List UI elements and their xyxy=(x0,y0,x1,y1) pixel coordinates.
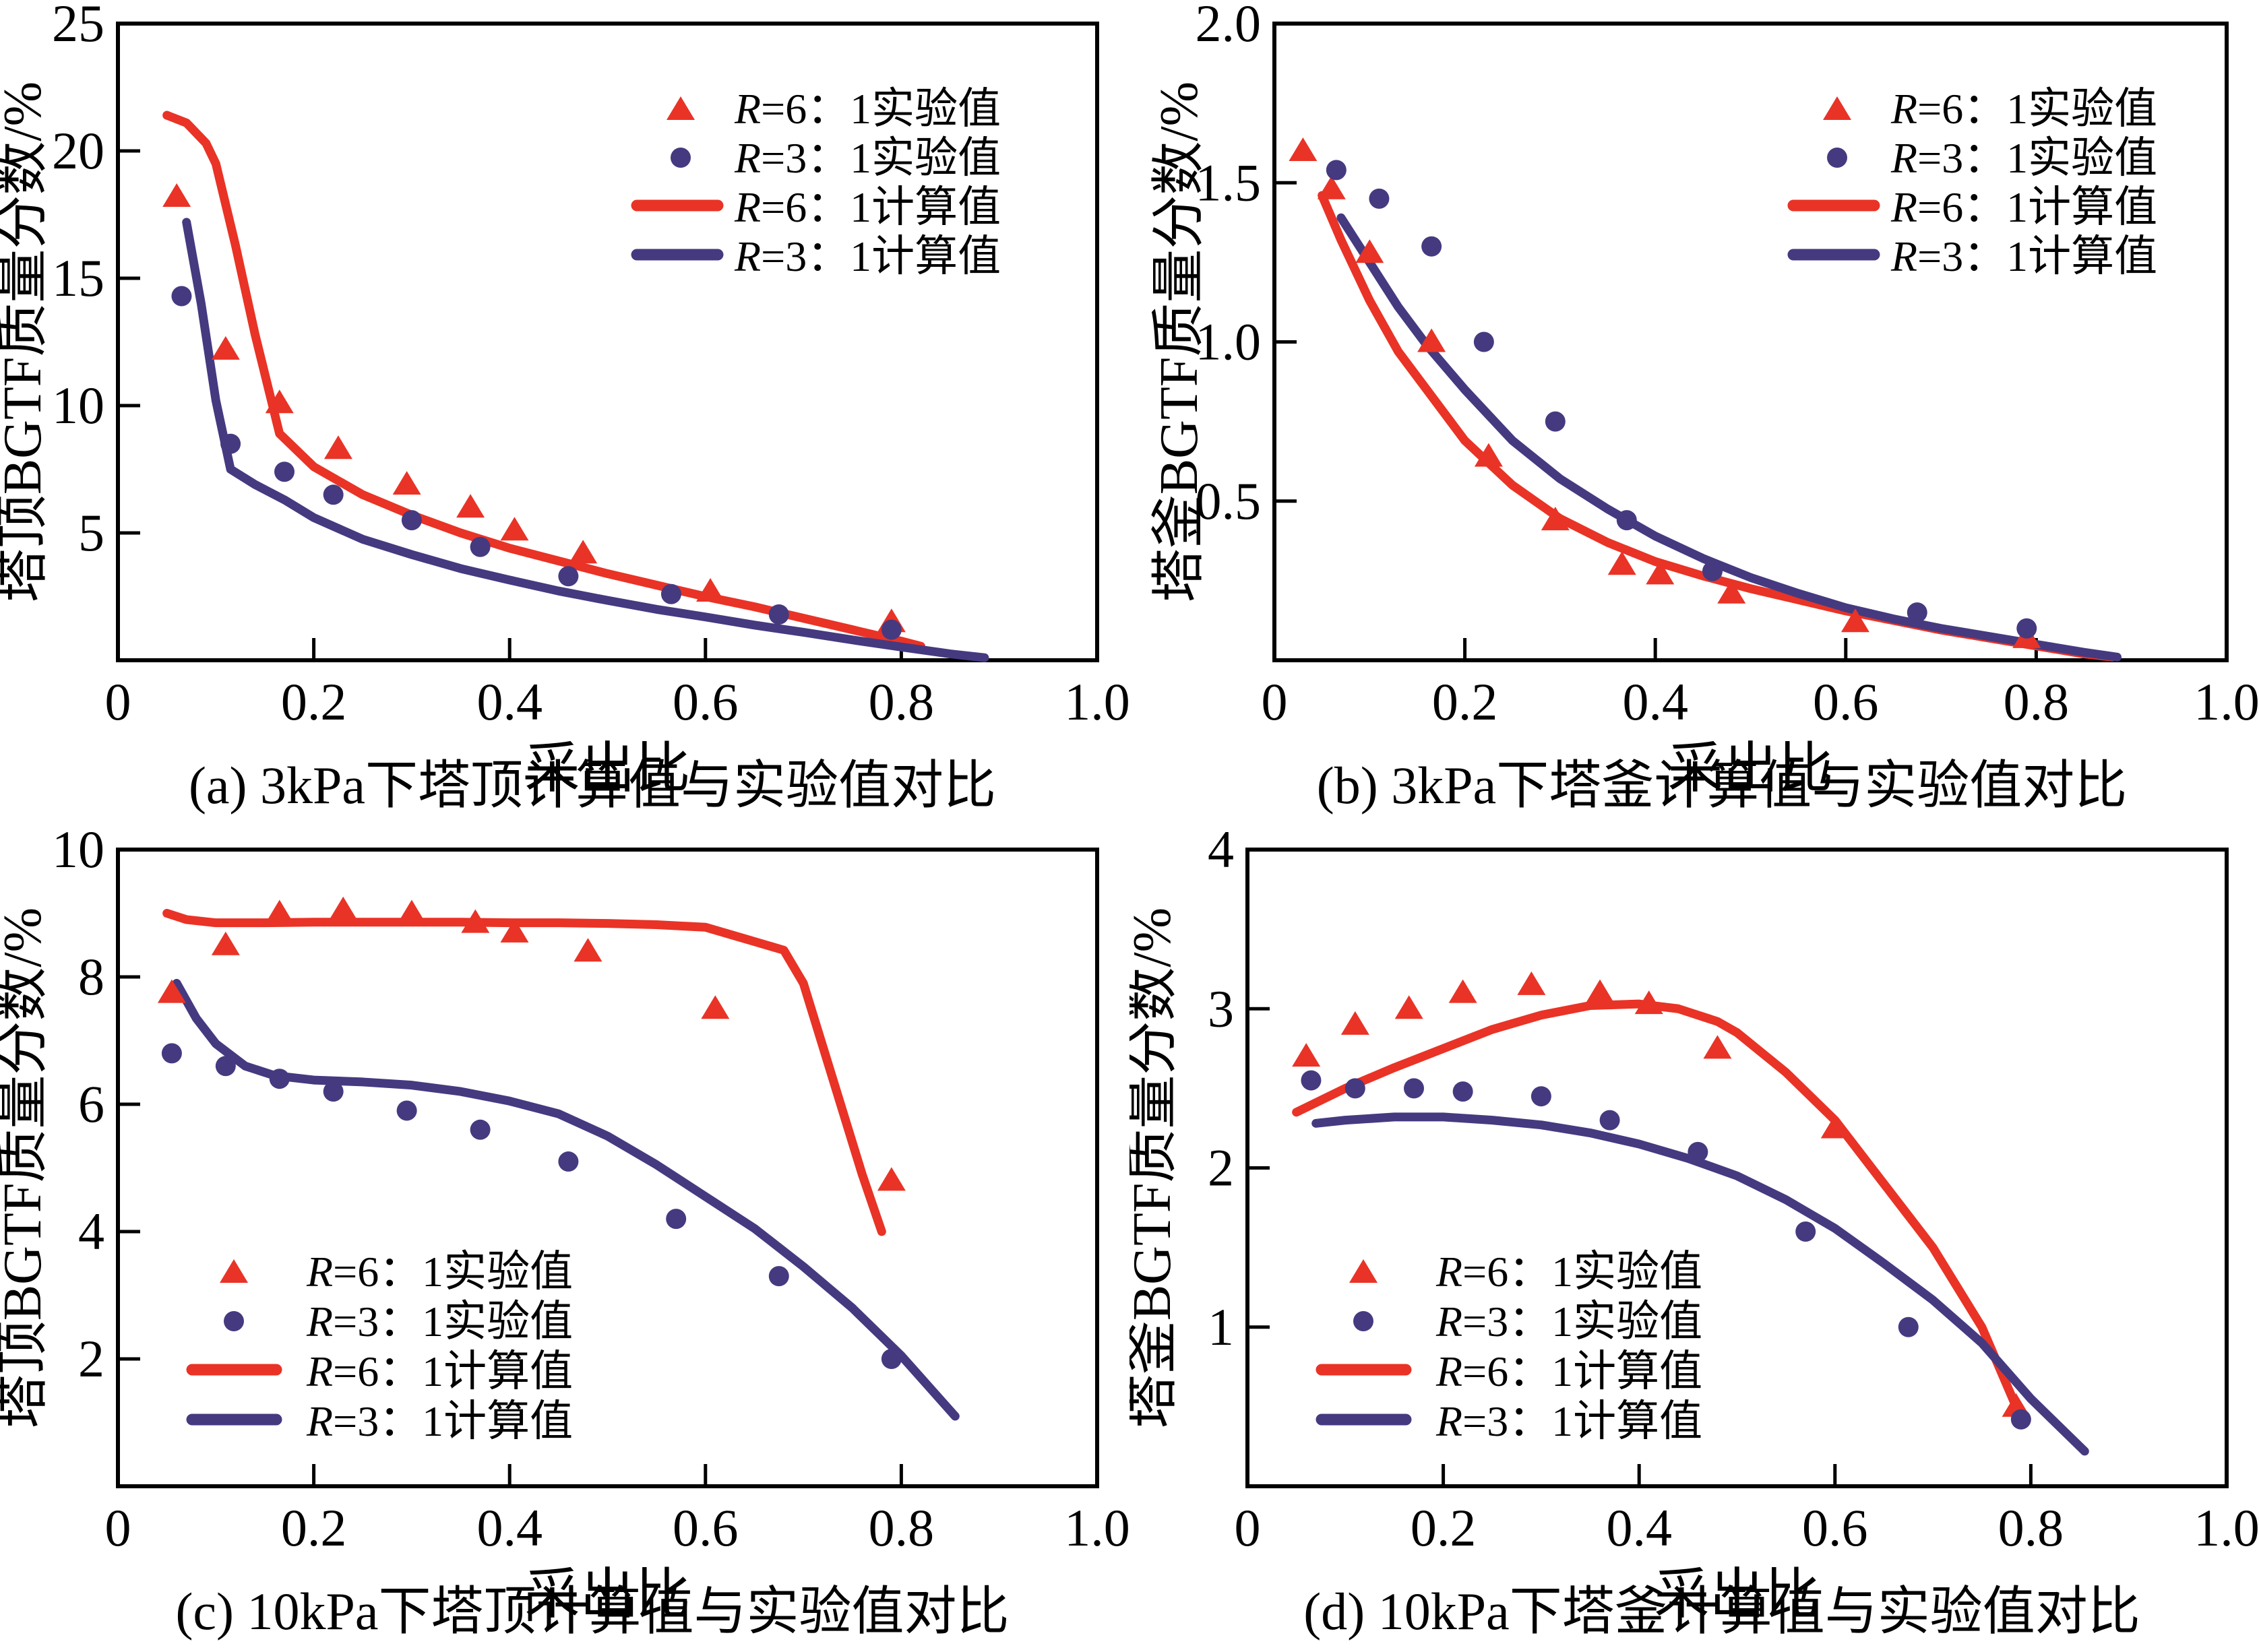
svg-text:0.4: 0.4 xyxy=(476,1498,543,1557)
svg-text:5: 5 xyxy=(78,503,104,562)
svg-text:3: 3 xyxy=(1208,979,1234,1038)
chart-a-figure: 0 0.2 0.4 0.6 0.8 1.0 5 10 15 20 25 采出比 塔顶BGTF质量分数/%… xyxy=(0,0,1130,826)
chart-d-figure: 0 0.2 0.4 0.6 0.8 1.0 1 2 3 4 采出比 塔釜BGTF质量分数/% R=6：1… xyxy=(1130,826,2259,1652)
svg-text:15: 15 xyxy=(52,249,104,307)
svg-text:1.0: 1.0 xyxy=(2194,1498,2259,1557)
svg-text:R=6：1计算值: R=6：1计算值 xyxy=(734,183,1001,231)
svg-text:0.2: 0.2 xyxy=(1432,672,1498,731)
svg-text:R=3：1实验值: R=3：1实验值 xyxy=(306,1298,573,1345)
svg-text:塔顶BGTF质量分数/%: 塔顶BGTF质量分数/% xyxy=(0,908,53,1428)
svg-text:0.8: 0.8 xyxy=(869,1498,935,1557)
svg-text:0.6: 0.6 xyxy=(673,1498,739,1557)
svg-text:R=3：1实验值: R=3：1实验值 xyxy=(1435,1298,1702,1345)
svg-text:塔釜BGTF质量分数/%: 塔釜BGTF质量分数/% xyxy=(1130,908,1182,1428)
chart-a-canvas: 0 0.2 0.4 0.6 0.8 1.0 5 10 15 20 25 采出比 塔顶BGTF质量分数/%… xyxy=(0,0,1130,799)
svg-text:采出比: 采出比 xyxy=(1654,1564,1820,1625)
svg-text:采出比: 采出比 xyxy=(524,738,690,799)
svg-text:2: 2 xyxy=(1208,1139,1234,1197)
svg-text:10: 10 xyxy=(52,376,104,435)
svg-text:0.5: 0.5 xyxy=(1196,472,1262,530)
svg-text:0.6: 0.6 xyxy=(1802,1498,1868,1557)
svg-text:R=6：1计算值: R=6：1计算值 xyxy=(306,1347,573,1395)
svg-text:采出比: 采出比 xyxy=(1667,738,1833,799)
svg-text:1.0: 1.0 xyxy=(2194,672,2259,731)
svg-text:R=3：1计算值: R=3：1计算值 xyxy=(1435,1397,1702,1445)
svg-text:0.2: 0.2 xyxy=(1411,1498,1477,1557)
svg-text:0.4: 0.4 xyxy=(1606,1498,1672,1557)
svg-text:R=6：1实验值: R=6：1实验值 xyxy=(1890,85,2157,133)
chart-a-caption: (a) 3kPa下塔顶计算值与实验值对比 xyxy=(188,756,997,815)
svg-text:0: 0 xyxy=(105,1498,131,1557)
svg-text:0: 0 xyxy=(1262,672,1288,731)
svg-text:0.2: 0.2 xyxy=(281,1498,347,1557)
svg-text:R=6：1实验值: R=6：1实验值 xyxy=(734,85,1001,133)
svg-text:8: 8 xyxy=(78,947,104,1006)
chart-d-canvas: 0 0.2 0.4 0.6 0.8 1.0 1 2 3 4 采出比 塔釜BGTF质量分数/% R=6：1… xyxy=(1130,826,2259,1625)
svg-text:4: 4 xyxy=(1208,826,1234,879)
svg-text:0.2: 0.2 xyxy=(281,672,347,731)
svg-text:塔釜BGTF质量分数/%: 塔釜BGTF质量分数/% xyxy=(1150,82,1209,602)
svg-text:R=3：1实验值: R=3：1实验值 xyxy=(734,134,1001,182)
svg-text:0.4: 0.4 xyxy=(1622,672,1688,731)
svg-text:1.0: 1.0 xyxy=(1196,313,1262,371)
svg-text:25: 25 xyxy=(52,0,104,53)
chart-d-caption: (d) 10kPa下塔釜计算值与实验值对比 xyxy=(1303,1582,2140,1641)
svg-text:1: 1 xyxy=(1208,1298,1234,1356)
chart-b-canvas: 0 0.2 0.4 0.6 0.8 1.0 0.5 1.0 1.5 2.0 采出比 塔釜BGTF质量分… xyxy=(1150,0,2259,799)
chart-c-canvas: 0 0.2 0.4 0.6 0.8 1.0 2 4 6 8 10 采出比 塔顶BGTF质量分数/% R=6… xyxy=(0,826,1130,1625)
svg-text:10: 10 xyxy=(52,826,104,879)
svg-text:0: 0 xyxy=(1235,1498,1261,1557)
svg-text:R=3：1计算值: R=3：1计算值 xyxy=(734,232,1001,280)
svg-text:R=3：1实验值: R=3：1实验值 xyxy=(1890,134,2157,182)
svg-text:0.6: 0.6 xyxy=(673,672,739,731)
svg-text:R=6：1计算值: R=6：1计算值 xyxy=(1435,1347,1702,1395)
chart-c-caption: (c) 10kPa下塔顶计算值与实验值对比 xyxy=(175,1582,1010,1641)
svg-text:R=6：1实验值: R=6：1实验值 xyxy=(306,1248,573,1296)
svg-text:0.8: 0.8 xyxy=(2004,672,2070,731)
svg-text:4: 4 xyxy=(78,1202,104,1261)
svg-text:20: 20 xyxy=(52,121,104,180)
svg-text:0: 0 xyxy=(105,672,131,731)
svg-text:2.0: 2.0 xyxy=(1196,0,1262,53)
svg-text:R=6：1实验值: R=6：1实验值 xyxy=(1435,1248,1702,1296)
svg-text:0.8: 0.8 xyxy=(869,672,935,731)
svg-text:6: 6 xyxy=(78,1075,104,1133)
svg-text:R=6：1计算值: R=6：1计算值 xyxy=(1890,183,2157,231)
svg-text:R=3：1计算值: R=3：1计算值 xyxy=(306,1397,573,1445)
chart-c-figure: 0 0.2 0.4 0.6 0.8 1.0 2 4 6 8 10 采出比 塔顶BGTF质量分数/% R=6… xyxy=(0,826,1130,1652)
chart-b-figure: 0 0.2 0.4 0.6 0.8 1.0 0.5 1.0 1.5 2.0 采出比 塔釜BGTF质量分… xyxy=(1130,0,2259,826)
svg-text:0.4: 0.4 xyxy=(476,672,543,731)
svg-text:1.5: 1.5 xyxy=(1196,153,1262,212)
svg-text:0.6: 0.6 xyxy=(1813,672,1879,731)
svg-text:2: 2 xyxy=(78,1329,104,1388)
svg-text:1.0: 1.0 xyxy=(1064,1498,1130,1557)
svg-text:1.0: 1.0 xyxy=(1064,672,1130,731)
svg-text:采出比: 采出比 xyxy=(524,1564,690,1625)
svg-text:塔顶BGTF质量分数/%: 塔顶BGTF质量分数/% xyxy=(0,82,53,602)
svg-text:R=3：1计算值: R=3：1计算值 xyxy=(1890,232,2157,280)
svg-text:0.8: 0.8 xyxy=(1998,1498,2064,1557)
chart-b-caption: (b) 3kPa下塔釜计算值与实验值对比 xyxy=(1316,756,2128,815)
